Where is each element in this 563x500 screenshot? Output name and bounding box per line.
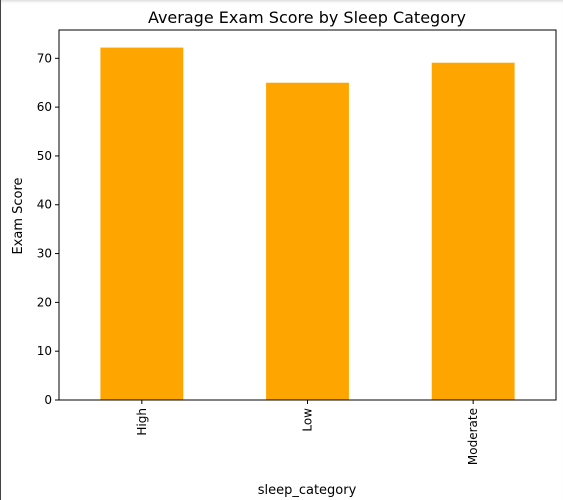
y-tick-label: 70 [37, 51, 52, 65]
x-tick-label: High [135, 408, 149, 436]
y-tick-label: 0 [44, 393, 52, 407]
y-tick-label: 40 [37, 198, 52, 212]
y-tick-label: 20 [37, 295, 52, 309]
bar-moderate [431, 62, 515, 400]
x-axis-label: sleep_category [258, 483, 357, 498]
bar-high [100, 47, 184, 400]
y-tick-label: 60 [37, 100, 52, 114]
y-tick-label: 30 [37, 247, 52, 261]
y-tick-label: 50 [37, 149, 52, 163]
x-axis-ticks: High Low Moderate [135, 400, 480, 465]
x-tick-label: Moderate [466, 408, 480, 465]
y-tick-label: 10 [37, 344, 52, 358]
bar-low [266, 82, 349, 400]
x-tick-label: Low [301, 408, 315, 432]
plot-area-frame [58, 29, 557, 401]
y-axis-ticks: 0 10 20 30 40 50 60 70 [37, 51, 59, 407]
bars-group [100, 47, 515, 400]
chart-title: Average Exam Score by Sleep Category [148, 8, 466, 27]
y-axis-label: Exam Score [11, 177, 26, 254]
